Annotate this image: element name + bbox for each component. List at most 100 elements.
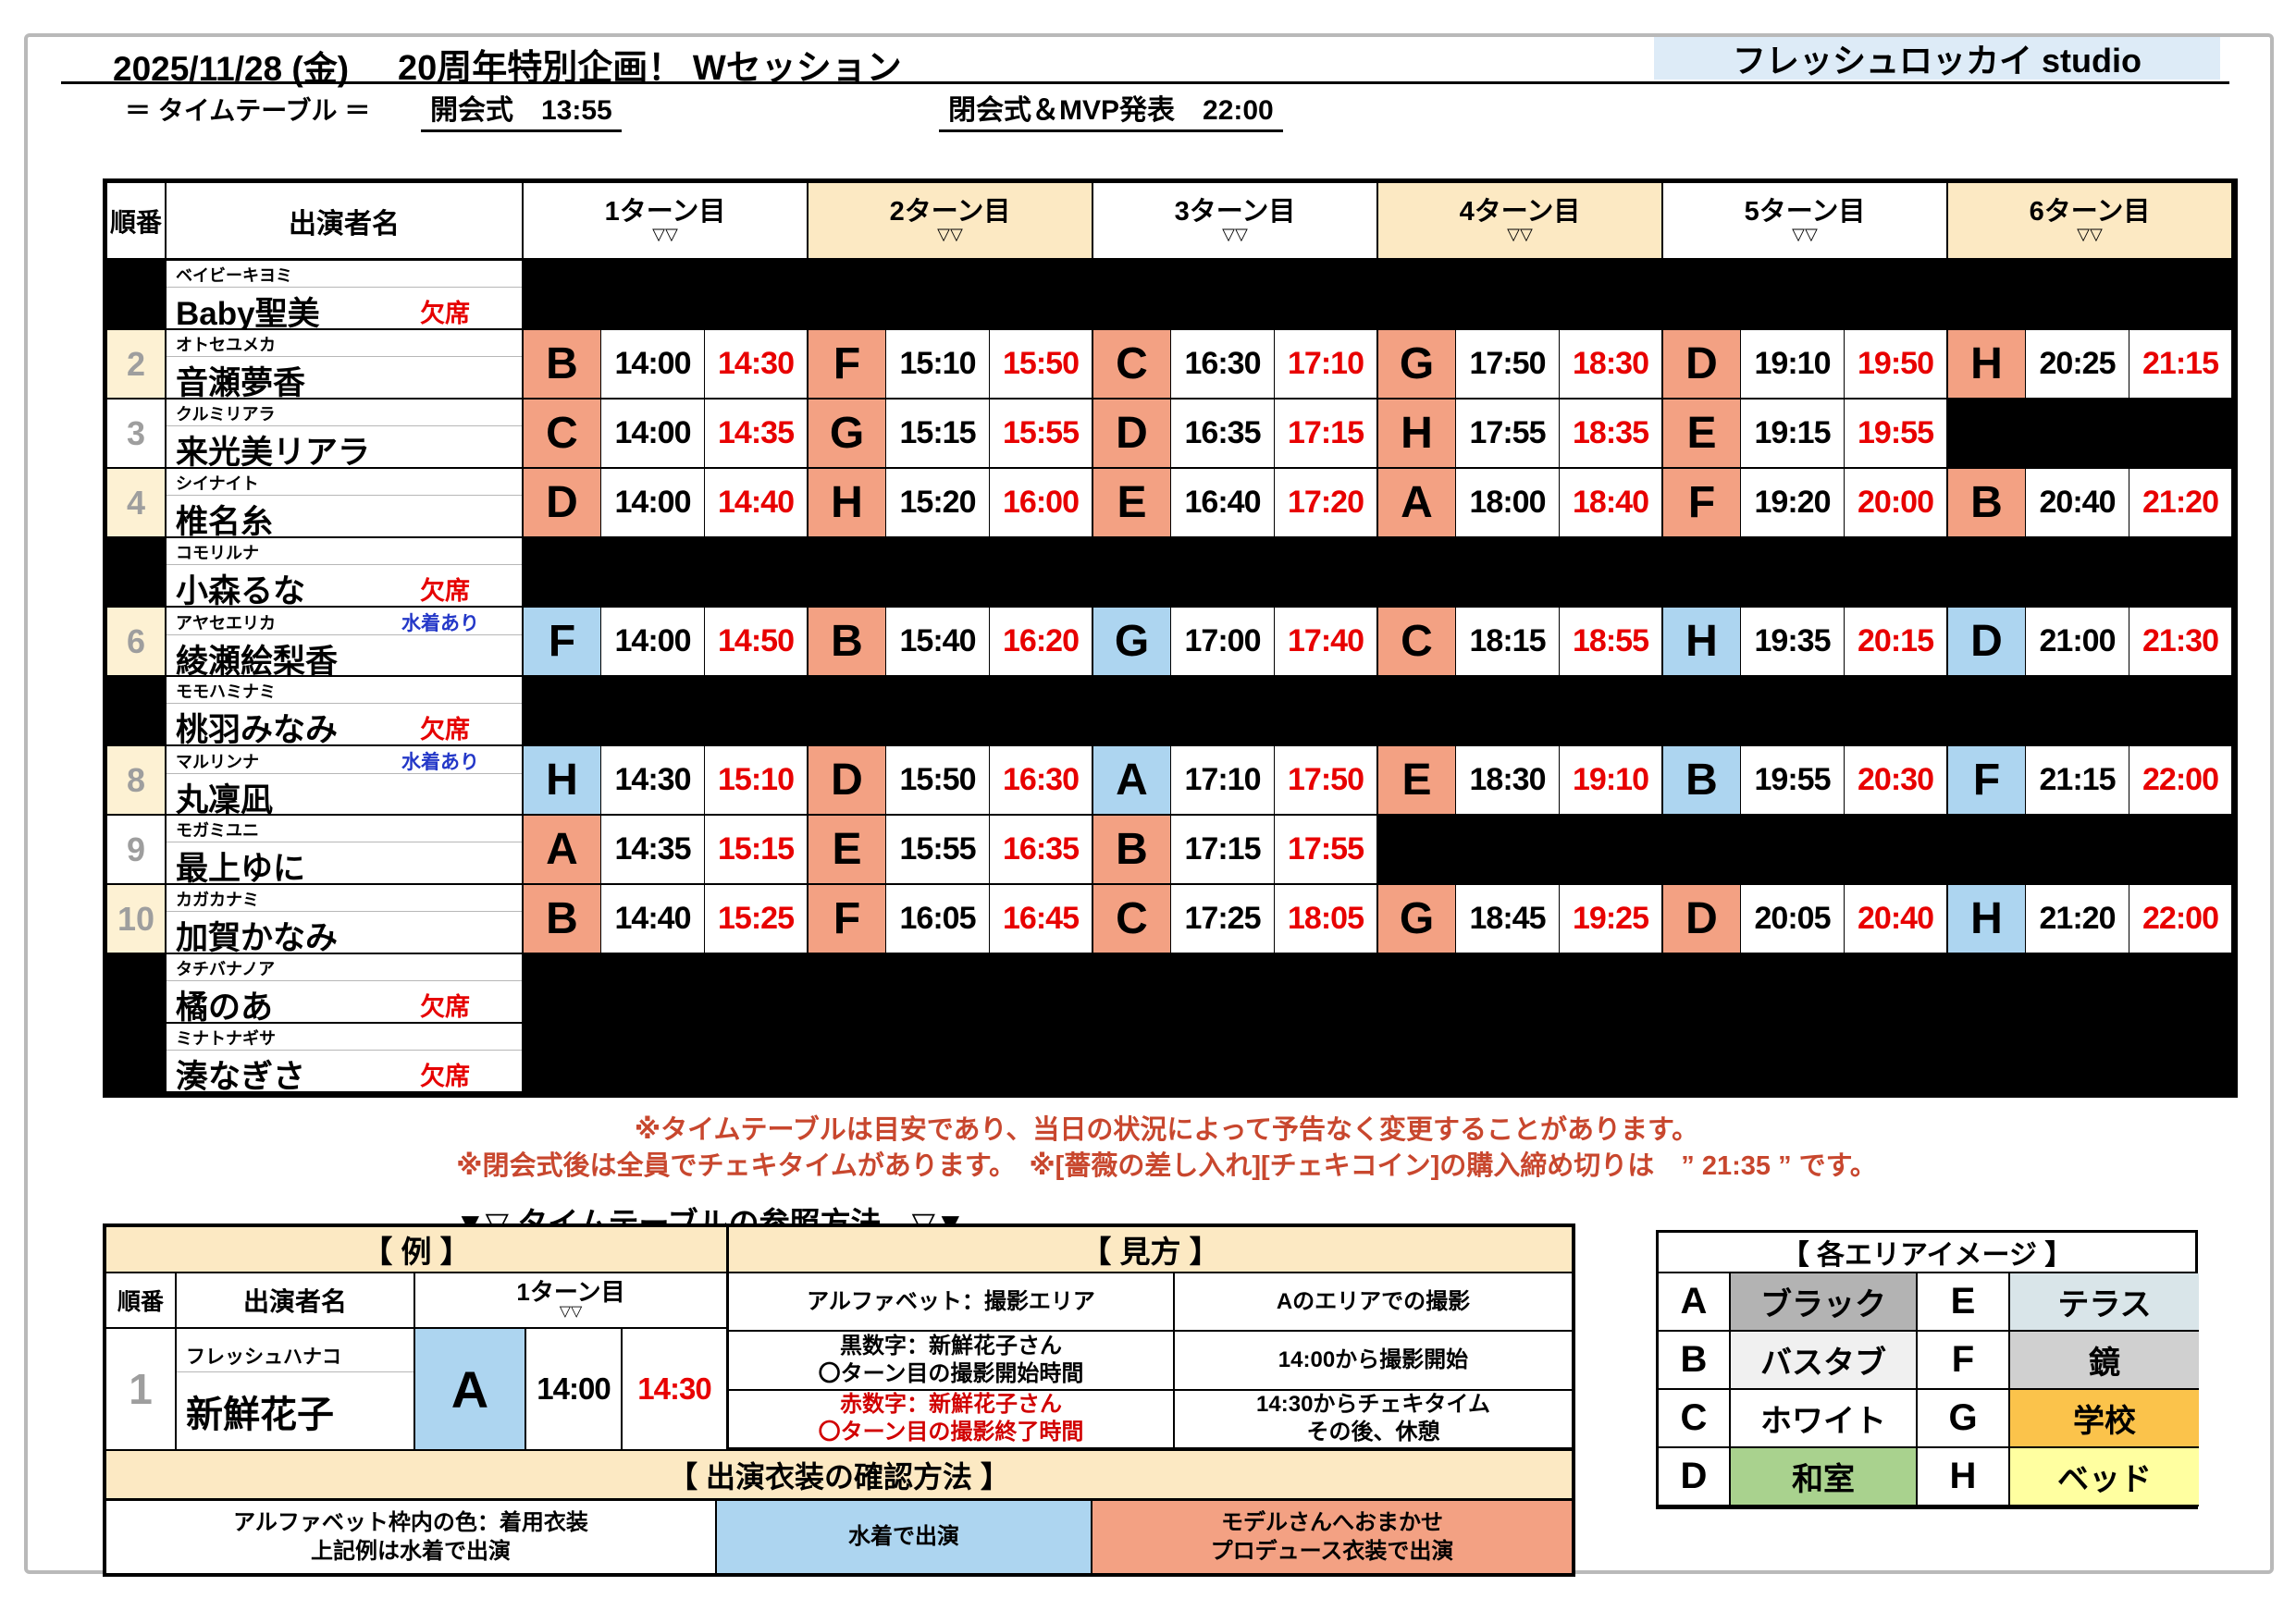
turn-1-start-time: 14:00 bbox=[601, 400, 705, 469]
timetable-subtitle: ＝ タイムテーブル ＝ bbox=[125, 96, 371, 125]
example-start-time: 14:00 bbox=[526, 1329, 623, 1449]
turn-2-start-time: 15:55 bbox=[886, 816, 990, 885]
turn-1-end-time: 15:25 bbox=[705, 885, 809, 954]
turn-6-area-letter: B bbox=[1948, 469, 2026, 538]
turn-5-area-letter: H bbox=[1663, 608, 1741, 677]
performer-cell: モガミユニ最上ゆに bbox=[167, 816, 524, 885]
turn-4-start-time: 17:50 bbox=[1456, 330, 1560, 400]
note-line-1: ※タイムテーブルは目安であり、当日の状況によって予告なく変更することがあります。 bbox=[634, 1115, 1699, 1145]
example-end-time: 14:30 bbox=[637, 1371, 711, 1406]
turn-3-start-time: 17:00 bbox=[1171, 608, 1275, 677]
order-number-cell: 9 bbox=[107, 816, 167, 885]
turn-1-start-time: 14:40 bbox=[601, 885, 705, 954]
empty-turn-filler bbox=[1378, 816, 1663, 885]
order-number-cell: 2 bbox=[107, 330, 167, 400]
example-header-row: 順番 出演者名 1ターン目 ▽▽ bbox=[106, 1273, 726, 1329]
performer-name-line: 来光美リアラ bbox=[167, 426, 522, 467]
turn-4-start-time: 18:30 bbox=[1456, 746, 1560, 816]
performer-furigana: モガミユニ bbox=[167, 816, 522, 842]
turn-6-area-letter: H bbox=[1948, 330, 2026, 400]
performer-name-line: 小森るな 欠席 bbox=[167, 565, 522, 606]
turn-header-1: 1ターン目 ▽▽ bbox=[524, 183, 809, 261]
turn-6-start-time: 21:15 bbox=[2026, 746, 2129, 816]
performer-name: 橘のあ bbox=[176, 990, 274, 1024]
area-letter-B: B bbox=[1659, 1332, 1731, 1390]
performer-name: 湊なぎさ bbox=[176, 1059, 306, 1093]
turn-header-label: 3ターン目 bbox=[1174, 196, 1296, 227]
furigana-text: シイナイト bbox=[176, 474, 259, 493]
turn-3-end-time: 18:05 bbox=[1275, 885, 1378, 954]
turn-2-end-time: 15:55 bbox=[990, 400, 1093, 469]
turn-2-start-time: 15:15 bbox=[886, 400, 990, 469]
turn-3-area-letter: C bbox=[1093, 330, 1171, 400]
performer-cell: コモリルナ小森るな 欠席 bbox=[167, 538, 524, 608]
turn-header-4: 4ターン目 ▽▽ bbox=[1378, 183, 1663, 261]
performer-furigana: ベイビーキヨミ bbox=[167, 261, 522, 288]
performer-name-line: 最上ゆに bbox=[167, 842, 522, 883]
turn-6-area-letter: F bbox=[1948, 746, 2026, 816]
turn-4-end-time: 18:30 bbox=[1560, 330, 1663, 400]
area-letter-G: G bbox=[1918, 1390, 2010, 1448]
composite-titles: 【 例 】 【 見方 】 bbox=[106, 1227, 1572, 1273]
turn-2-end-time: 16:30 bbox=[990, 746, 1093, 816]
performer-furigana: モモハミナミ bbox=[167, 677, 522, 704]
turn-header-2: 2ターン目 ▽▽ bbox=[809, 183, 1093, 261]
turn-2-end-time: 16:45 bbox=[990, 885, 1093, 954]
absent-badge: 欠席 bbox=[420, 300, 470, 327]
howto-meaning-3: 14:30からチェキタイム その後、休憩 bbox=[1256, 1392, 1490, 1445]
example-order-number: 1 bbox=[106, 1329, 177, 1449]
area-label-F: 鏡 bbox=[2010, 1332, 2199, 1390]
turn-6-end-time: 22:00 bbox=[2129, 746, 2233, 816]
turn-4-area-letter: E bbox=[1378, 746, 1456, 816]
performer-column-header: 出演者名 bbox=[167, 183, 524, 261]
turn-1-area-letter: B bbox=[524, 885, 601, 954]
notes-block: ※タイムテーブルは目安であり、当日の状況によって予告なく変更することがあります。… bbox=[105, 1113, 2228, 1185]
performer-cell: アヤセエリカ 水着あり 綾瀬絵梨香 bbox=[167, 608, 524, 677]
performer-cell: オトセユメカ 音瀬夢香 bbox=[167, 330, 524, 400]
turn-header-6: 6ターン目 ▽▽ bbox=[1948, 183, 2233, 261]
turn-3-start-time: 16:40 bbox=[1171, 469, 1275, 538]
note-line-2: ※閉会式後は全員でチェキタイムがあります。 ※[薔薇の差し入れ][チェキコイン]… bbox=[456, 1151, 1877, 1182]
howto-row-3: 赤数字：新鮮花子さん 〇ターン目の撮影終了時間 14:30からチェキタイム その後、休… bbox=[729, 1390, 1572, 1449]
howto-row-2: 黒数字：新鮮花子さん 〇ターン目の撮影開始時間 14:00から撮影開始 bbox=[729, 1332, 1572, 1391]
performer-cell: クルミリアラ 来光美リアラ bbox=[167, 400, 524, 469]
turn-1-area-letter: B bbox=[524, 330, 601, 400]
order-number-cell bbox=[107, 261, 167, 330]
performer-name: 椎名糸 bbox=[176, 504, 274, 538]
turn-6-area-letter: H bbox=[1948, 885, 2026, 954]
turn-2-area-letter: F bbox=[809, 885, 886, 954]
performer-furigana: タチバナノア bbox=[167, 954, 522, 981]
furigana-text: モガミユニ bbox=[176, 821, 259, 840]
turn-header-marker: ▽▽ bbox=[2077, 225, 2103, 244]
performer-furigana: クルミリアラ bbox=[167, 400, 522, 426]
furigana-text: コモリルナ bbox=[176, 544, 259, 562]
turn-2-end-time: 16:20 bbox=[990, 608, 1093, 677]
absent-badge: 欠席 bbox=[420, 716, 470, 744]
turn-6-end-time: 22:00 bbox=[2129, 885, 2233, 954]
turn-4-area-letter: H bbox=[1378, 400, 1456, 469]
turn-2-area-letter: B bbox=[809, 608, 886, 677]
turn-5-start-time: 20:05 bbox=[1741, 885, 1845, 954]
area-label-A: ブラック bbox=[1731, 1273, 1918, 1332]
turn-4-start-time: 18:45 bbox=[1456, 885, 1560, 954]
turn-header-label: 2ターン目 bbox=[889, 196, 1011, 227]
performer-furigana: ミナトナギサ bbox=[167, 1024, 522, 1051]
turn-5-area-letter: E bbox=[1663, 400, 1741, 469]
performer-cell: ベイビーキヨミ Baby聖美 欠席 bbox=[167, 261, 524, 330]
turn-header-marker: ▽▽ bbox=[1792, 225, 1818, 244]
performer-name-line: Baby聖美 欠席 bbox=[167, 288, 522, 330]
costume-title: 【 出演衣装の確認方法 】 bbox=[106, 1449, 1572, 1501]
absent-badge: 欠席 bbox=[420, 577, 470, 605]
turn-1-area-letter: A bbox=[524, 816, 601, 885]
turn-3-area-letter: D bbox=[1093, 400, 1171, 469]
performer-cell: タチバナノア 橘のあ 欠席 bbox=[167, 954, 524, 1024]
turn-4-start-time: 18:15 bbox=[1456, 608, 1560, 677]
turn-3-area-letter: E bbox=[1093, 469, 1171, 538]
turn-3-end-time: 17:55 bbox=[1275, 816, 1378, 885]
turn-4-end-time: 19:25 bbox=[1560, 885, 1663, 954]
performer-name: Baby聖美 bbox=[176, 296, 320, 330]
area-label-C: ホワイト bbox=[1731, 1390, 1918, 1448]
turn-5-area-letter: D bbox=[1663, 330, 1741, 400]
turn-3-end-time: 17:10 bbox=[1275, 330, 1378, 400]
